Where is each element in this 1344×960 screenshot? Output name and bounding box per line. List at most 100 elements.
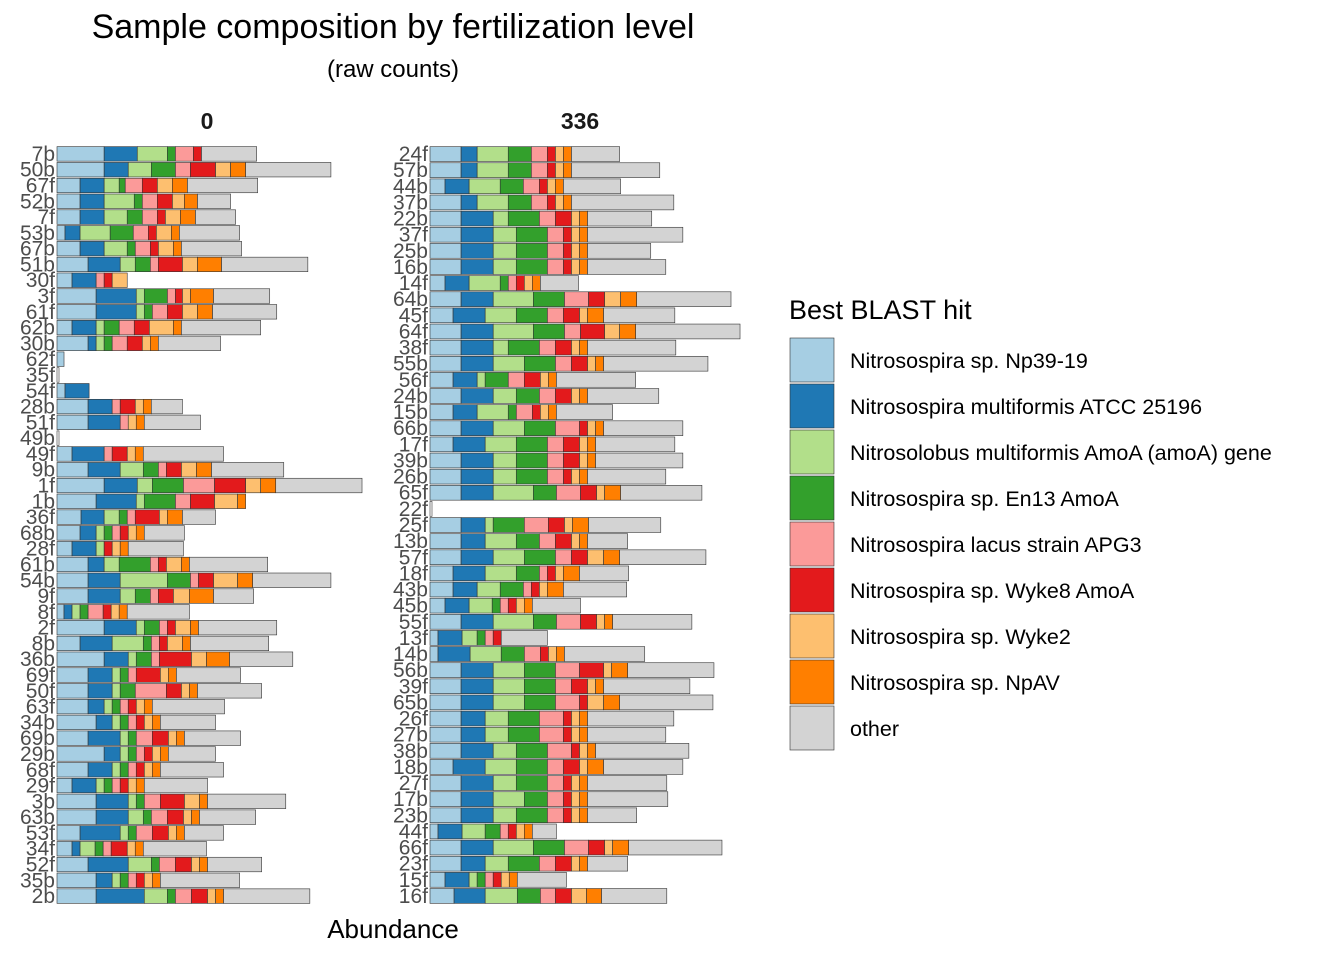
bar-segment [80,509,105,525]
bar-segment [175,620,191,636]
bar-segment [135,872,145,888]
bar-segment [437,646,471,662]
bar-segment [492,775,517,791]
bar-segment [460,388,494,404]
bar-segment [56,730,89,746]
bar-segment [579,468,588,485]
bar-segment [523,178,540,195]
bar-segment [213,572,238,588]
y-tick-label: 51f [26,411,55,434]
bar-segment [429,259,462,275]
bar-segment [555,549,572,565]
bar-segment [143,777,208,794]
bar-segment [172,177,188,194]
bar-segment [484,436,517,453]
bar-segment [492,743,517,759]
bar-segment [95,541,105,557]
bar-segment [56,256,89,273]
sample-bar-29b [56,746,216,762]
bar-segment [507,162,532,178]
bar-segment [119,746,129,762]
bar-segment [492,549,525,565]
bar-segment [56,272,73,288]
bar-segment [429,726,462,743]
bar-segment [167,304,183,320]
bar-segment [587,452,596,469]
bar-segment [596,485,605,501]
y-tick-label: 61b [20,553,55,576]
bar-segment [167,572,191,588]
bar-segment [468,597,493,614]
bar-segment [595,678,604,694]
bar-segment [56,604,65,620]
bar-segment [547,468,564,485]
bar-segment [135,793,145,809]
bar-segment [56,493,97,509]
y-tick-label: 66f [399,837,428,860]
y-tick-label: 17f [399,433,428,456]
bar-segment [587,210,653,227]
bar-segment [143,620,160,636]
sample-bar-16b [429,259,667,275]
bar-segment [141,209,158,225]
bar-segment [476,404,509,420]
bar-segment [95,335,105,351]
sample-bar-25b [429,243,652,259]
bar-segment [56,462,89,478]
bar-segment [563,775,572,791]
bar-segment [221,256,309,273]
sample-bar-16f [429,888,668,904]
bar-segment [142,635,152,651]
bar-segment [563,259,572,275]
bar-segment [134,256,151,273]
bar-segment [56,177,81,194]
sample-bar-64f [429,323,741,340]
bar-segment [461,823,486,840]
bar-segment [492,839,534,856]
y-tick-label: 25f [399,514,428,537]
sample-bar-24b [429,388,660,404]
bar-segment [532,404,541,420]
bar-segment [460,162,478,178]
bar-segment [95,272,105,288]
bar-segment [56,777,73,794]
bar-segment [429,888,455,904]
bar-segment [119,730,129,746]
bar-segment [150,241,159,257]
sample-bar-36b [56,651,294,667]
sample-bar-39f [429,678,691,694]
facet-label: 0 [201,108,214,134]
bar-segment [103,541,113,557]
bar-segment [187,177,258,194]
bar-segment [103,509,120,525]
bar-segment [484,759,517,775]
bar-segment [190,572,199,588]
sample-bar-23b [429,807,637,824]
bar-segment [56,241,81,257]
bar-segment [547,743,572,759]
bar-segment [484,710,509,727]
sample-bar-43b [429,581,627,598]
bar-segment [564,291,589,307]
bar-segment [452,372,478,388]
bar-segment [119,825,129,841]
bar-segment [492,791,525,807]
bar-segment [197,256,222,273]
bar-segment [95,320,105,336]
bar-segment [468,275,501,291]
bar-segment [102,604,112,620]
bar-segment [539,388,556,404]
bar-segment [56,762,89,778]
bar-segment [111,525,121,541]
y-tick-label: 7f [37,206,55,229]
y-tick-label: 14b [393,643,428,666]
bar-segment [524,646,541,662]
bar-segment [245,162,332,178]
bar-segment [182,288,191,304]
y-tick-label: 35f [26,364,55,387]
bar-segment [159,635,168,651]
bar-segment [79,825,121,841]
bar-segment [111,635,144,651]
bar-segment [103,193,135,209]
